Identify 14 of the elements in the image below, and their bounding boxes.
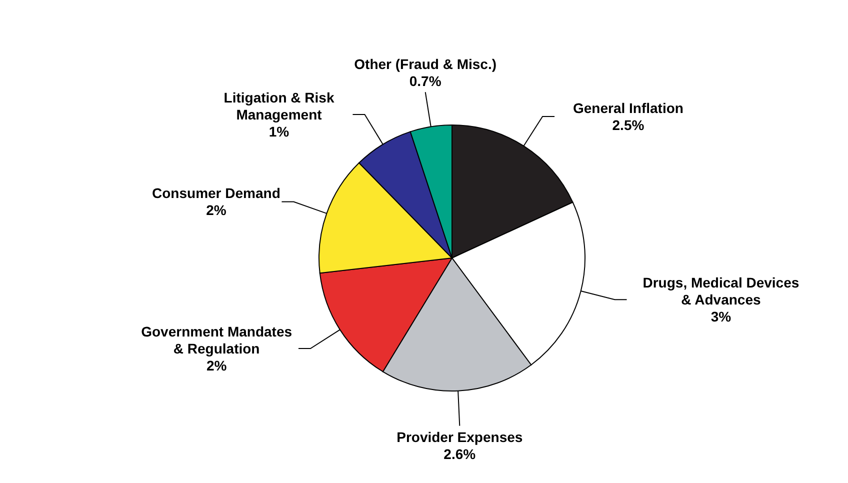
data-label: 1% [268, 123, 290, 140]
slice-label: General Inflation [573, 100, 684, 116]
data-label: 2% [206, 202, 227, 218]
data-label: 2.6% [444, 446, 476, 462]
slice-label: Drugs, Medical Devices & Advances [642, 274, 800, 308]
slice-label: Other (Fraud & Misc.) [354, 56, 497, 72]
data-label: 0.7% [409, 73, 442, 90]
slice-label: Government Mandates & Regulation [141, 324, 292, 357]
data-label: 3% [710, 308, 732, 325]
data-label: 2% [206, 358, 228, 374]
slice-label: Consumer Demand [152, 185, 280, 202]
data-label: 2.5% [612, 116, 645, 133]
slice-label: Provider Expenses [396, 428, 523, 445]
slice-label: Litigation & Risk Management [224, 89, 334, 122]
